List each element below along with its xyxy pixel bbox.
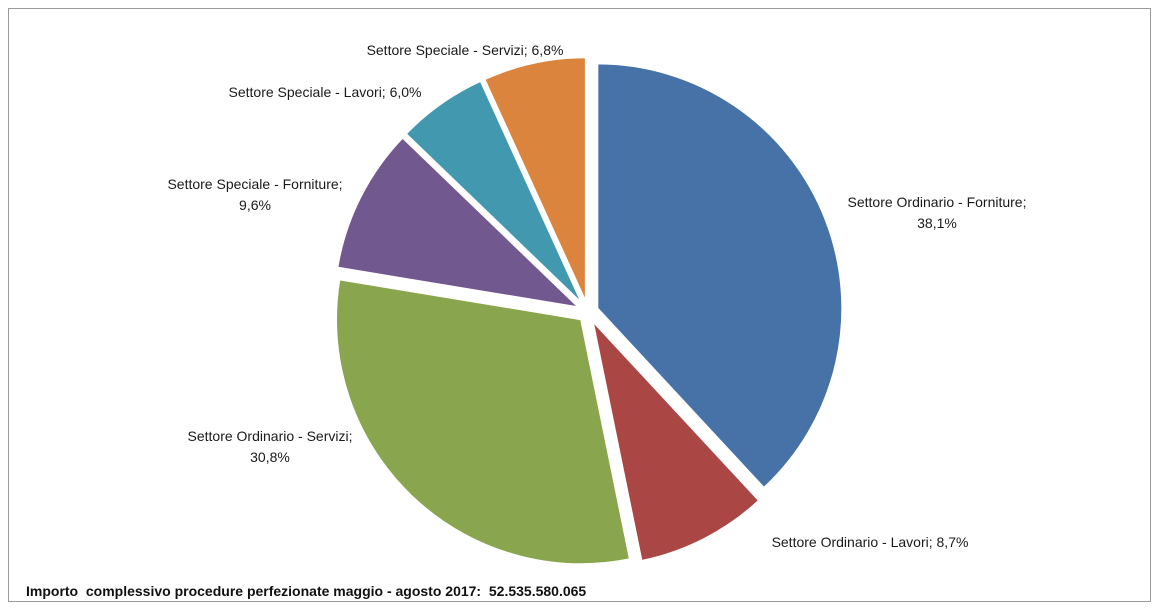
pie-slice-1 (596, 62, 844, 490)
pie-slice-5 (404, 79, 584, 305)
pie-slice-6 (483, 56, 587, 303)
pie-slice-4 (336, 136, 583, 310)
slice-label-1: Settore Ordinario - Forniture; 38,1% (848, 194, 1027, 231)
slice-label-6: Settore Speciale - Servizi; 6,8% (367, 42, 564, 58)
slice-label-4: Settore Speciale - Forniture; 9,6% (167, 176, 342, 213)
slice-label-3: Settore Ordinario - Servizi; 30,8% (188, 428, 353, 465)
pie-slice-3 (335, 278, 632, 566)
pie-slice-2 (590, 317, 761, 563)
slice-label-2: Settore Ordinario - Lavori; 8,7% (772, 534, 969, 550)
footer-total: Importo complessivo procedure perfeziona… (26, 583, 587, 599)
slice-label-5: Settore Speciale - Lavori; 6,0% (229, 84, 422, 100)
